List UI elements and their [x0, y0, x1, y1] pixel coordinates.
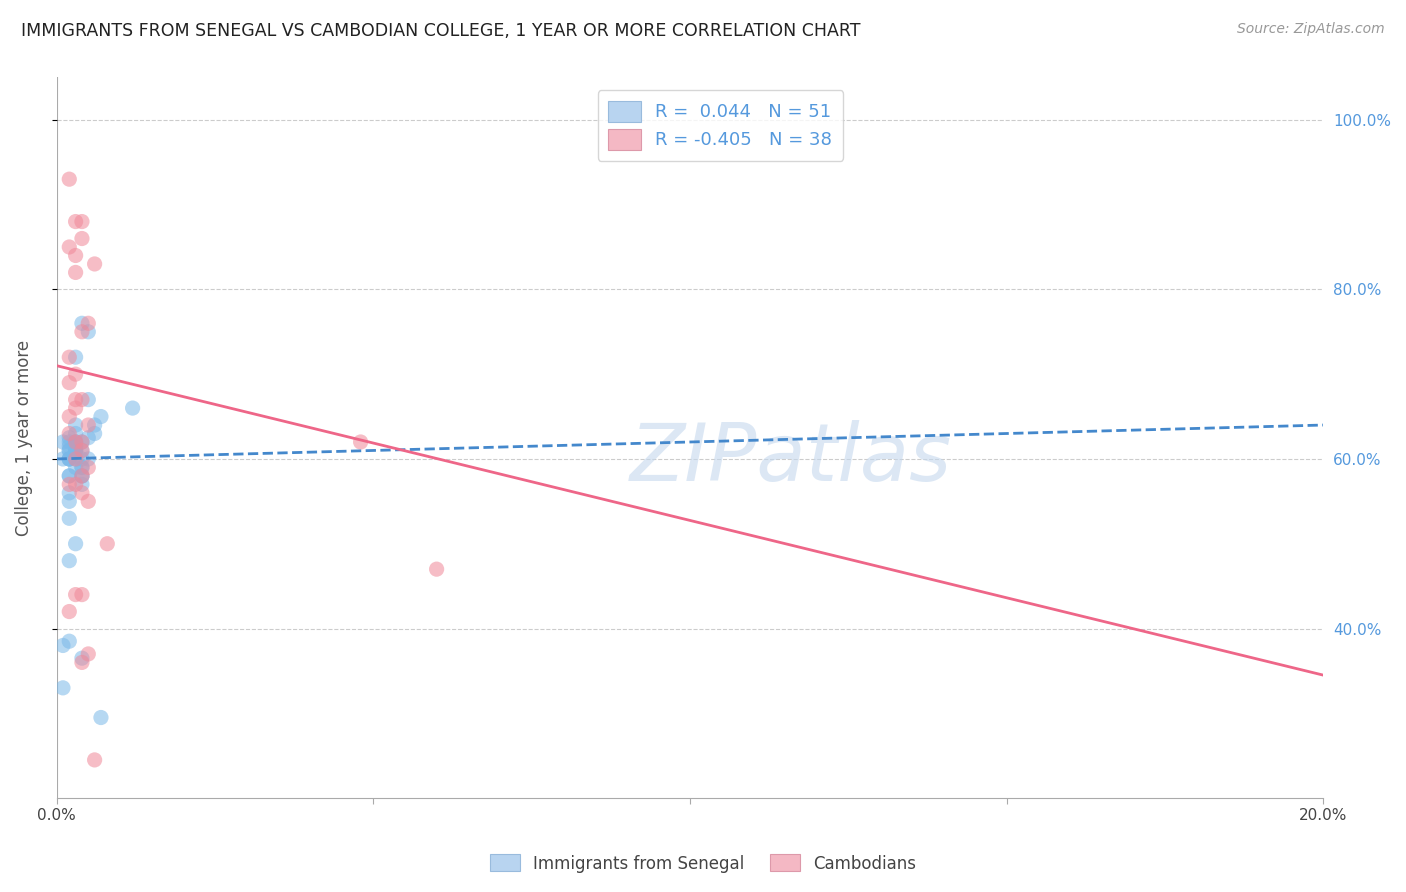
- Point: [70, 469, 93, 483]
- Point: [70, 214, 93, 228]
- Point: [65, 435, 87, 450]
- Point: [70, 469, 93, 483]
- Point: [70, 443, 93, 458]
- Point: [77, 494, 100, 508]
- Point: [58, 350, 80, 364]
- Point: [65, 588, 87, 602]
- Point: [90, 710, 112, 724]
- Point: [70, 477, 93, 491]
- Point: [58, 240, 80, 254]
- Point: [70, 651, 93, 665]
- Point: [83, 426, 105, 441]
- Point: [65, 367, 87, 381]
- Point: [96, 537, 118, 551]
- Point: [65, 435, 87, 450]
- Point: [65, 443, 87, 458]
- Point: [58, 554, 80, 568]
- Point: [58, 426, 80, 441]
- Point: [77, 431, 100, 445]
- Point: [58, 605, 80, 619]
- Point: [65, 265, 87, 279]
- Point: [70, 443, 93, 458]
- Point: [65, 452, 87, 467]
- Point: [77, 417, 100, 432]
- Point: [65, 443, 87, 458]
- Point: [58, 634, 80, 648]
- Point: [58, 409, 80, 424]
- Text: IMMIGRANTS FROM SENEGAL VS CAMBODIAN COLLEGE, 1 YEAR OR MORE CORRELATION CHART: IMMIGRANTS FROM SENEGAL VS CAMBODIAN COL…: [21, 22, 860, 40]
- Point: [65, 214, 87, 228]
- Text: ZIPatlas: ZIPatlas: [630, 420, 952, 499]
- Point: [65, 426, 87, 441]
- Point: [349, 435, 371, 450]
- Point: [70, 392, 93, 407]
- Point: [65, 439, 87, 453]
- Point: [70, 486, 93, 500]
- Point: [70, 469, 93, 483]
- Point: [77, 325, 100, 339]
- Point: [65, 443, 87, 458]
- Point: [90, 409, 112, 424]
- Point: [58, 443, 80, 458]
- Point: [70, 452, 93, 467]
- Point: [83, 417, 105, 432]
- Point: [58, 477, 80, 491]
- Point: [52, 435, 75, 450]
- Point: [65, 350, 87, 364]
- Point: [52, 452, 75, 467]
- Point: [70, 460, 93, 475]
- Point: [65, 392, 87, 407]
- Point: [121, 401, 143, 415]
- Point: [58, 452, 80, 467]
- Point: [58, 452, 80, 467]
- Point: [70, 231, 93, 245]
- Point: [65, 477, 87, 491]
- Point: [58, 443, 80, 458]
- Point: [70, 435, 93, 450]
- Point: [65, 435, 87, 450]
- Point: [58, 452, 80, 467]
- Point: [77, 452, 100, 467]
- Point: [52, 639, 75, 653]
- Point: [58, 435, 80, 450]
- Point: [58, 439, 80, 453]
- Point: [65, 537, 87, 551]
- Point: [58, 469, 80, 483]
- Point: [70, 656, 93, 670]
- Point: [77, 460, 100, 475]
- Point: [52, 681, 75, 695]
- Point: [58, 376, 80, 390]
- Point: [70, 316, 93, 330]
- Point: [65, 248, 87, 262]
- Point: [65, 452, 87, 467]
- Point: [58, 431, 80, 445]
- Point: [58, 469, 80, 483]
- Point: [58, 486, 80, 500]
- Point: [65, 401, 87, 415]
- Point: [70, 435, 93, 450]
- Point: [83, 753, 105, 767]
- Point: [58, 172, 80, 186]
- Point: [65, 417, 87, 432]
- Point: [65, 460, 87, 475]
- Point: [77, 647, 100, 661]
- Point: [65, 439, 87, 453]
- Legend: R =  0.044   N = 51, R = -0.405   N = 38: R = 0.044 N = 51, R = -0.405 N = 38: [598, 90, 844, 161]
- Point: [77, 392, 100, 407]
- Legend: Immigrants from Senegal, Cambodians: Immigrants from Senegal, Cambodians: [484, 847, 922, 880]
- Y-axis label: College, 1 year or more: College, 1 year or more: [15, 340, 32, 536]
- Text: Source: ZipAtlas.com: Source: ZipAtlas.com: [1237, 22, 1385, 37]
- Point: [426, 562, 449, 576]
- Point: [70, 325, 93, 339]
- Point: [58, 494, 80, 508]
- Point: [83, 257, 105, 271]
- Point: [77, 316, 100, 330]
- Point: [70, 588, 93, 602]
- Point: [58, 511, 80, 525]
- Point: [70, 460, 93, 475]
